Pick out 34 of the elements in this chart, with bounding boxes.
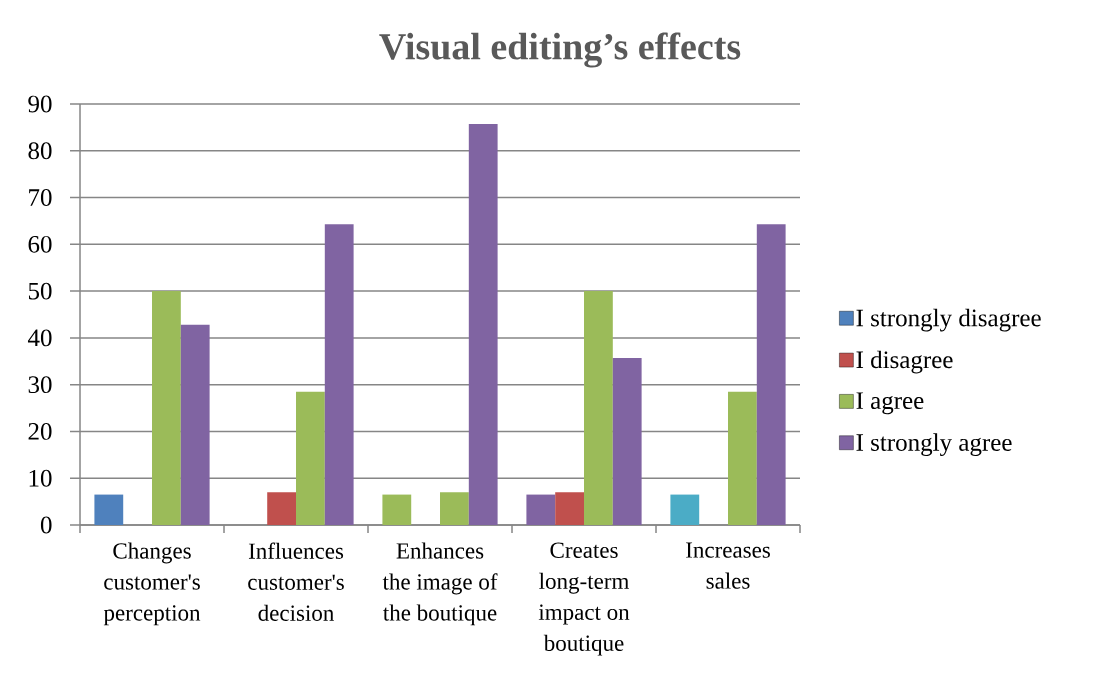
bar: [296, 391, 325, 525]
bar: [468, 124, 498, 525]
legend-label: I agree: [856, 392, 924, 415]
bar: [612, 357, 642, 525]
bar: [267, 492, 297, 525]
legend-label: I strongly agree: [856, 433, 1012, 457]
bar: [670, 494, 700, 525]
bar: [756, 224, 786, 525]
x-tick-label: Changes customer's perception: [103, 542, 201, 626]
legend-label: I disagree: [856, 350, 953, 374]
bar: [555, 492, 585, 525]
bar: [728, 391, 757, 525]
bar: [180, 324, 210, 525]
bar: [94, 494, 124, 525]
y-tick-label: 40: [27, 329, 52, 347]
x-tick-label: Enhances the image of the boutique: [382, 542, 498, 626]
bar: [440, 492, 469, 525]
y-tick-label: 60: [28, 235, 52, 253]
bar: [324, 224, 354, 525]
y-tick-label: 70: [29, 189, 52, 206]
y-tick-label: 0: [40, 516, 52, 534]
bar: [584, 291, 613, 525]
y-tick-label: 90: [28, 95, 52, 113]
chart-title: Visual editing’s effects: [379, 32, 741, 68]
y-tick-label: 20: [28, 423, 52, 440]
x-tick-label: Creates long-term impact on boutique: [538, 542, 630, 656]
x-tick-label: Influences customer's decision: [248, 542, 344, 621]
y-tick-label: 10: [29, 469, 52, 487]
legend-label: I strongly disagree: [856, 308, 1041, 332]
bar: [152, 291, 181, 525]
y-tick-label: 80: [28, 142, 52, 160]
y-tick-label: 50: [28, 282, 52, 300]
x-tick-label: Increases sales: [686, 542, 770, 589]
y-tick-label: 30: [28, 376, 52, 394]
